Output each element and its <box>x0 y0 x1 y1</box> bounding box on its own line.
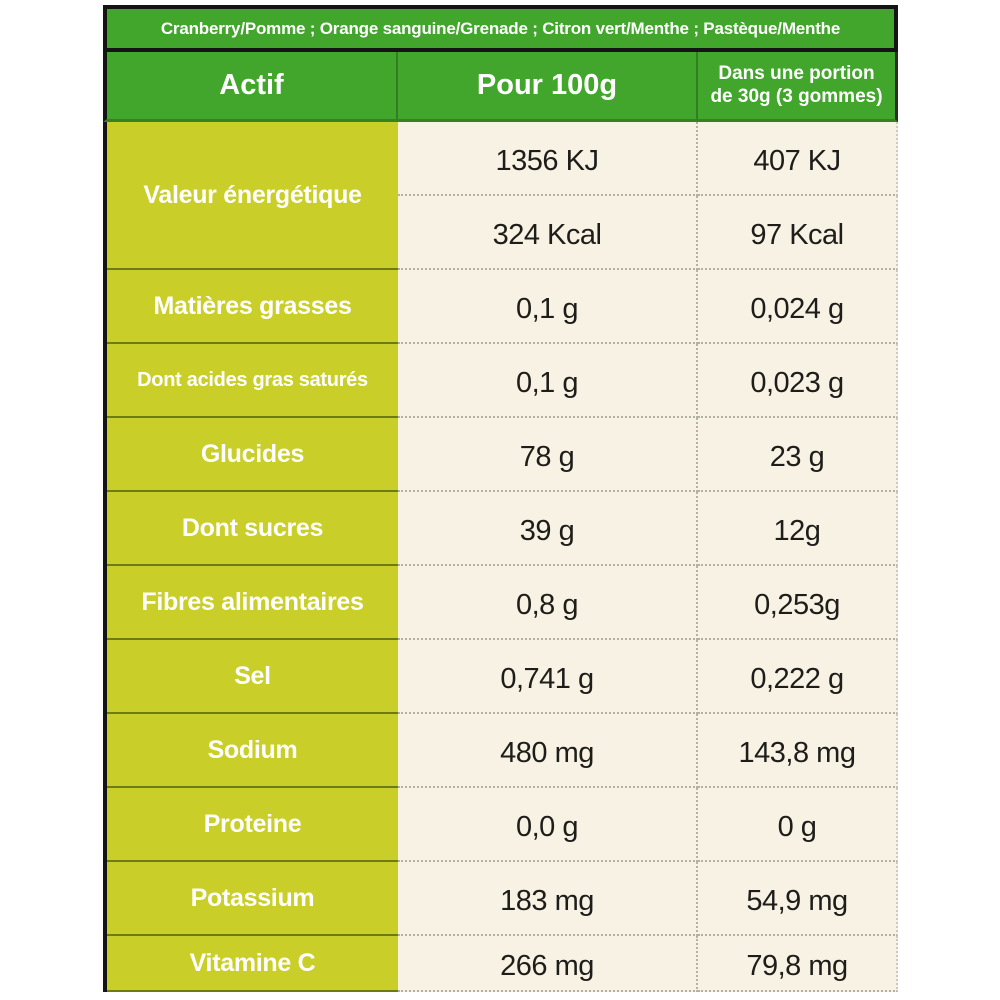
header-pour-100g: Pour 100g <box>398 52 698 119</box>
value-per-portion: 143,8 mg <box>698 714 898 788</box>
value-per-portion: 97 Kcal <box>698 196 898 270</box>
row-label: Valeur énergétique <box>107 122 398 270</box>
row-potassium: Potassium 183 mg 54,9 mg <box>103 862 898 936</box>
value-per-100g: 0,741 g <box>398 640 698 714</box>
value-per-portion: 0,024 g <box>698 270 898 344</box>
header-portion: Dans une portion de 30g (3 gommes) <box>698 52 895 119</box>
value-per-portion: 23 g <box>698 418 898 492</box>
row-label: Fibres alimentaires <box>107 566 398 640</box>
row-proteine: Proteine 0,0 g 0 g <box>103 788 898 862</box>
value-per-portion: 0,253g <box>698 566 898 640</box>
energy-values: 1356 KJ 407 KJ 324 Kcal 97 Kcal <box>398 122 898 270</box>
row-label: Dont sucres <box>107 492 398 566</box>
value-per-100g: 0,1 g <box>398 270 698 344</box>
flavor-bar-text: Cranberry/Pomme ; Orange sanguine/Grenad… <box>160 18 841 38</box>
value-per-100g: 0,0 g <box>398 788 698 862</box>
row-label: Vitamine C <box>107 936 398 992</box>
row-label: Dont acides gras saturés <box>107 344 398 418</box>
row-glucides: Glucides 78 g 23 g <box>103 418 898 492</box>
value-per-100g: 480 mg <box>398 714 698 788</box>
row-sodium: Sodium 480 mg 143,8 mg <box>103 714 898 788</box>
row-label: Matières grasses <box>107 270 398 344</box>
value-per-100g: 0,8 g <box>398 566 698 640</box>
value-per-100g: 183 mg <box>398 862 698 936</box>
row-acides-gras-satures: Dont acides gras saturés 0,1 g 0,023 g <box>103 344 898 418</box>
value-per-100g: 39 g <box>398 492 698 566</box>
header-portion-line1: Dans une portion <box>718 63 875 85</box>
energy-kcal-subrow: 324 Kcal 97 Kcal <box>398 196 898 270</box>
value-per-100g: 0,1 g <box>398 344 698 418</box>
row-label: Sodium <box>107 714 398 788</box>
value-per-portion: 0,222 g <box>698 640 898 714</box>
row-matieres-grasses: Matières grasses 0,1 g 0,024 g <box>103 270 898 344</box>
row-label: Proteine <box>107 788 398 862</box>
energy-kj-subrow: 1356 KJ 407 KJ <box>398 122 898 196</box>
row-label: Glucides <box>107 418 398 492</box>
header-portion-line2: de 30g (3 gommes) <box>710 85 883 107</box>
value-per-100g: 324 Kcal <box>398 196 698 270</box>
value-per-portion: 12g <box>698 492 898 566</box>
row-valeur-energetique: Valeur énergétique 1356 KJ 407 KJ 324 Kc… <box>103 122 898 270</box>
flavor-bar: Cranberry/Pomme ; Orange sanguine/Grenad… <box>103 5 898 52</box>
header-actif: Actif <box>107 52 398 119</box>
value-per-portion: 407 KJ <box>698 122 898 196</box>
row-vitamine-c: Vitamine C 266 mg 79,8 mg <box>103 936 898 992</box>
value-per-portion: 0,023 g <box>698 344 898 418</box>
row-label: Sel <box>107 640 398 714</box>
nutrition-table: Cranberry/Pomme ; Orange sanguine/Grenad… <box>103 5 898 992</box>
value-per-portion: 79,8 mg <box>698 936 898 992</box>
value-per-portion: 0 g <box>698 788 898 862</box>
row-fibres-alimentaires: Fibres alimentaires 0,8 g 0,253g <box>103 566 898 640</box>
value-per-portion: 54,9 mg <box>698 862 898 936</box>
row-dont-sucres: Dont sucres 39 g 12g <box>103 492 898 566</box>
row-sel: Sel 0,741 g 0,222 g <box>103 640 898 714</box>
value-per-100g: 1356 KJ <box>398 122 698 196</box>
value-per-100g: 78 g <box>398 418 698 492</box>
value-per-100g: 266 mg <box>398 936 698 992</box>
table-header-row: Actif Pour 100g Dans une portion de 30g … <box>103 52 898 122</box>
row-label: Potassium <box>107 862 398 936</box>
